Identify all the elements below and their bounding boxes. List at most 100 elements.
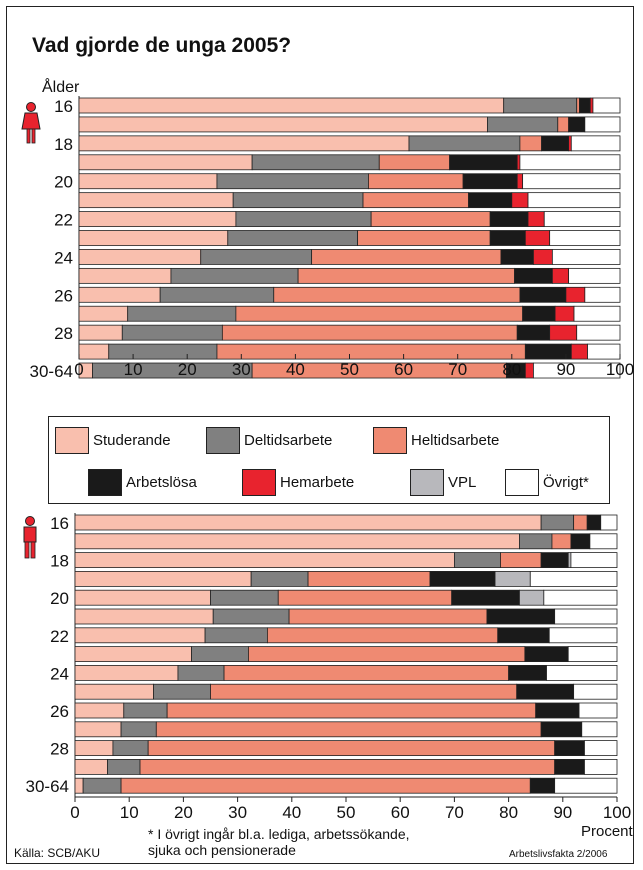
bar-segment-studerande-16 [74,514,542,531]
y-tick-label: 28 [54,324,73,343]
x-tick-label: 70 [445,803,464,822]
bar-segment-studerande-30-64 [74,777,84,794]
bar-segment-arbetslosa-23 [489,230,526,246]
x-tick-label: 10 [124,360,143,379]
bar-segment-hemarbete-25 [551,267,570,284]
legend-swatch-deltidsarbete [206,427,240,454]
legend-item-studerande: Studerande [55,427,171,454]
x-tick-label: 90 [556,360,575,379]
bar-segment-ovrigt-20 [522,173,621,190]
footnote-line-1: * I övrigt ingår bl.a. lediga, arbetssök… [148,826,410,842]
bar-segment-ovrigt-19 [519,154,621,171]
bar-segment-heltidsarbete-18 [519,135,542,152]
bar-segment-arbetslosa-22 [497,627,550,644]
bar-segment-heltidsarbete-24 [311,249,502,265]
bar-segment-studerande-25 [78,267,172,284]
bar-segment-heltidsarbete-23 [248,646,526,662]
bar-segment-ovrigt-17 [584,116,621,133]
bar-segment-studerande-22 [78,211,237,227]
y-tick-label: 30-64 [26,777,69,796]
y-tick-label: 18 [54,135,73,154]
x-tick-label: 90 [553,803,572,822]
y-tick-label: 28 [50,740,69,759]
bar-segment-studerande-23 [78,230,229,246]
bar-segment-deltidsarbete-29 [107,759,141,775]
chart-frame [6,6,634,864]
bar-segment-deltidsarbete-27 [120,721,157,738]
bar-segment-arbetslosa-21 [468,192,513,209]
bar-segment-deltidsarbete-30-64 [82,777,122,794]
bar-segment-studerande-26 [78,286,161,303]
bar-segment-heltidsarbete-18 [500,552,542,568]
male-icon [23,516,37,559]
bar-segment-heltidsarbete-24 [223,665,509,681]
bar-segment-deltidsarbete-20 [216,173,369,190]
bar-segment-deltidsarbete-17 [519,533,553,550]
bar-segment-vpl-18 [567,552,572,568]
bar-segment-deltidsarbete-23 [227,230,359,246]
legend-label-deltidsarbete: Deltidsarbete [244,432,333,449]
bar-segment-heltidsarbete-26 [273,286,521,303]
bar-segment-vpl-19 [494,571,531,587]
bar-segment-arbetslosa-30-64 [529,777,556,794]
bar-segment-ovrigt-17 [589,533,618,550]
bar-segment-ovrigt-23 [549,230,621,246]
bar-segment-heltidsarbete-28 [147,740,556,756]
bar-segment-deltidsarbete-17 [487,116,559,133]
bar-segment-ovrigt-26 [578,702,618,719]
bar-segment-hemarbete-30-64 [524,362,534,379]
bar-segment-ovrigt-18 [570,135,621,152]
bar-segment-studerande-24 [78,249,202,265]
bar-segment-arbetslosa-18 [540,552,569,568]
y-tick-label: 24 [50,664,69,683]
bar-segment-hemarbete-28 [549,324,578,341]
bar-segment-heltidsarbete-17 [551,533,572,550]
bar-segment-studerande-27 [74,721,122,738]
legend-swatch-studerande [55,427,89,454]
bar-segment-deltidsarbete-19 [250,571,309,587]
x-tick-label: 10 [120,803,139,822]
y-axis-title: Ålder [42,79,80,96]
bar-segment-hemarbete-24 [533,249,553,265]
x-tick-label: 0 [74,360,83,379]
bar-segment-ovrigt-19 [529,571,618,587]
legend-swatch-vpl [410,469,444,496]
bar-segment-arbetslosa-27 [522,305,556,322]
men-panel: 16 18 20 22 24 26 28 30-640 10 20 30 40 50 60 70 80 90 10… [26,513,631,822]
bar-segment-ovrigt-26 [584,286,621,303]
bar-segment-deltidsarbete-19 [251,154,380,171]
bar-segment-arbetslosa-17 [570,533,591,550]
bar-segment-studerande-29 [78,343,110,360]
bar-segment-ovrigt-20 [543,589,618,606]
x-tick-label: 20 [174,803,193,822]
bar-segment-heltidsarbete-26 [166,702,537,719]
bar-segment-arbetslosa-28 [516,324,551,341]
bar-segment-hemarbete-27 [554,305,575,322]
bar-segment-arbetslosa-29 [554,759,585,775]
bar-segment-studerande-22 [74,627,206,644]
y-tick-label: 24 [54,248,73,267]
legend-item-hemarbete: Hemarbete [242,469,354,496]
bar-segment-ovrigt-16 [600,514,618,531]
bar-segment-ovrigt-28 [584,740,618,756]
x-tick-label: 60 [391,803,410,822]
bar-segment-ovrigt-22 [543,211,621,227]
bar-segment-heltidsarbete-16 [573,514,588,531]
bar-segment-studerande-26 [74,702,125,719]
legend-swatch-arbetslosa [88,469,122,496]
x-tick-label: 100 [606,360,634,379]
bar-segment-hemarbete-26 [565,286,586,303]
bar-segment-deltidsarbete-28 [112,740,149,756]
bar-segment-deltidsarbete-26 [159,286,275,303]
bar-segment-deltidsarbete-23 [191,646,249,662]
bar-segment-heltidsarbete-19 [378,154,450,171]
y-tick-label: 16 [54,97,73,116]
bar-segment-heltidsarbete-29 [139,759,556,775]
bar-segment-heltidsarbete-19 [307,571,431,587]
x-tick-label: 50 [337,803,356,822]
bar-segment-heltidsarbete-20 [368,173,464,190]
legend-item-ovrigt: Övrigt* [505,469,589,496]
bar-segment-hemarbete-23 [524,230,551,246]
legend-swatch-heltidsarbete [373,427,407,454]
